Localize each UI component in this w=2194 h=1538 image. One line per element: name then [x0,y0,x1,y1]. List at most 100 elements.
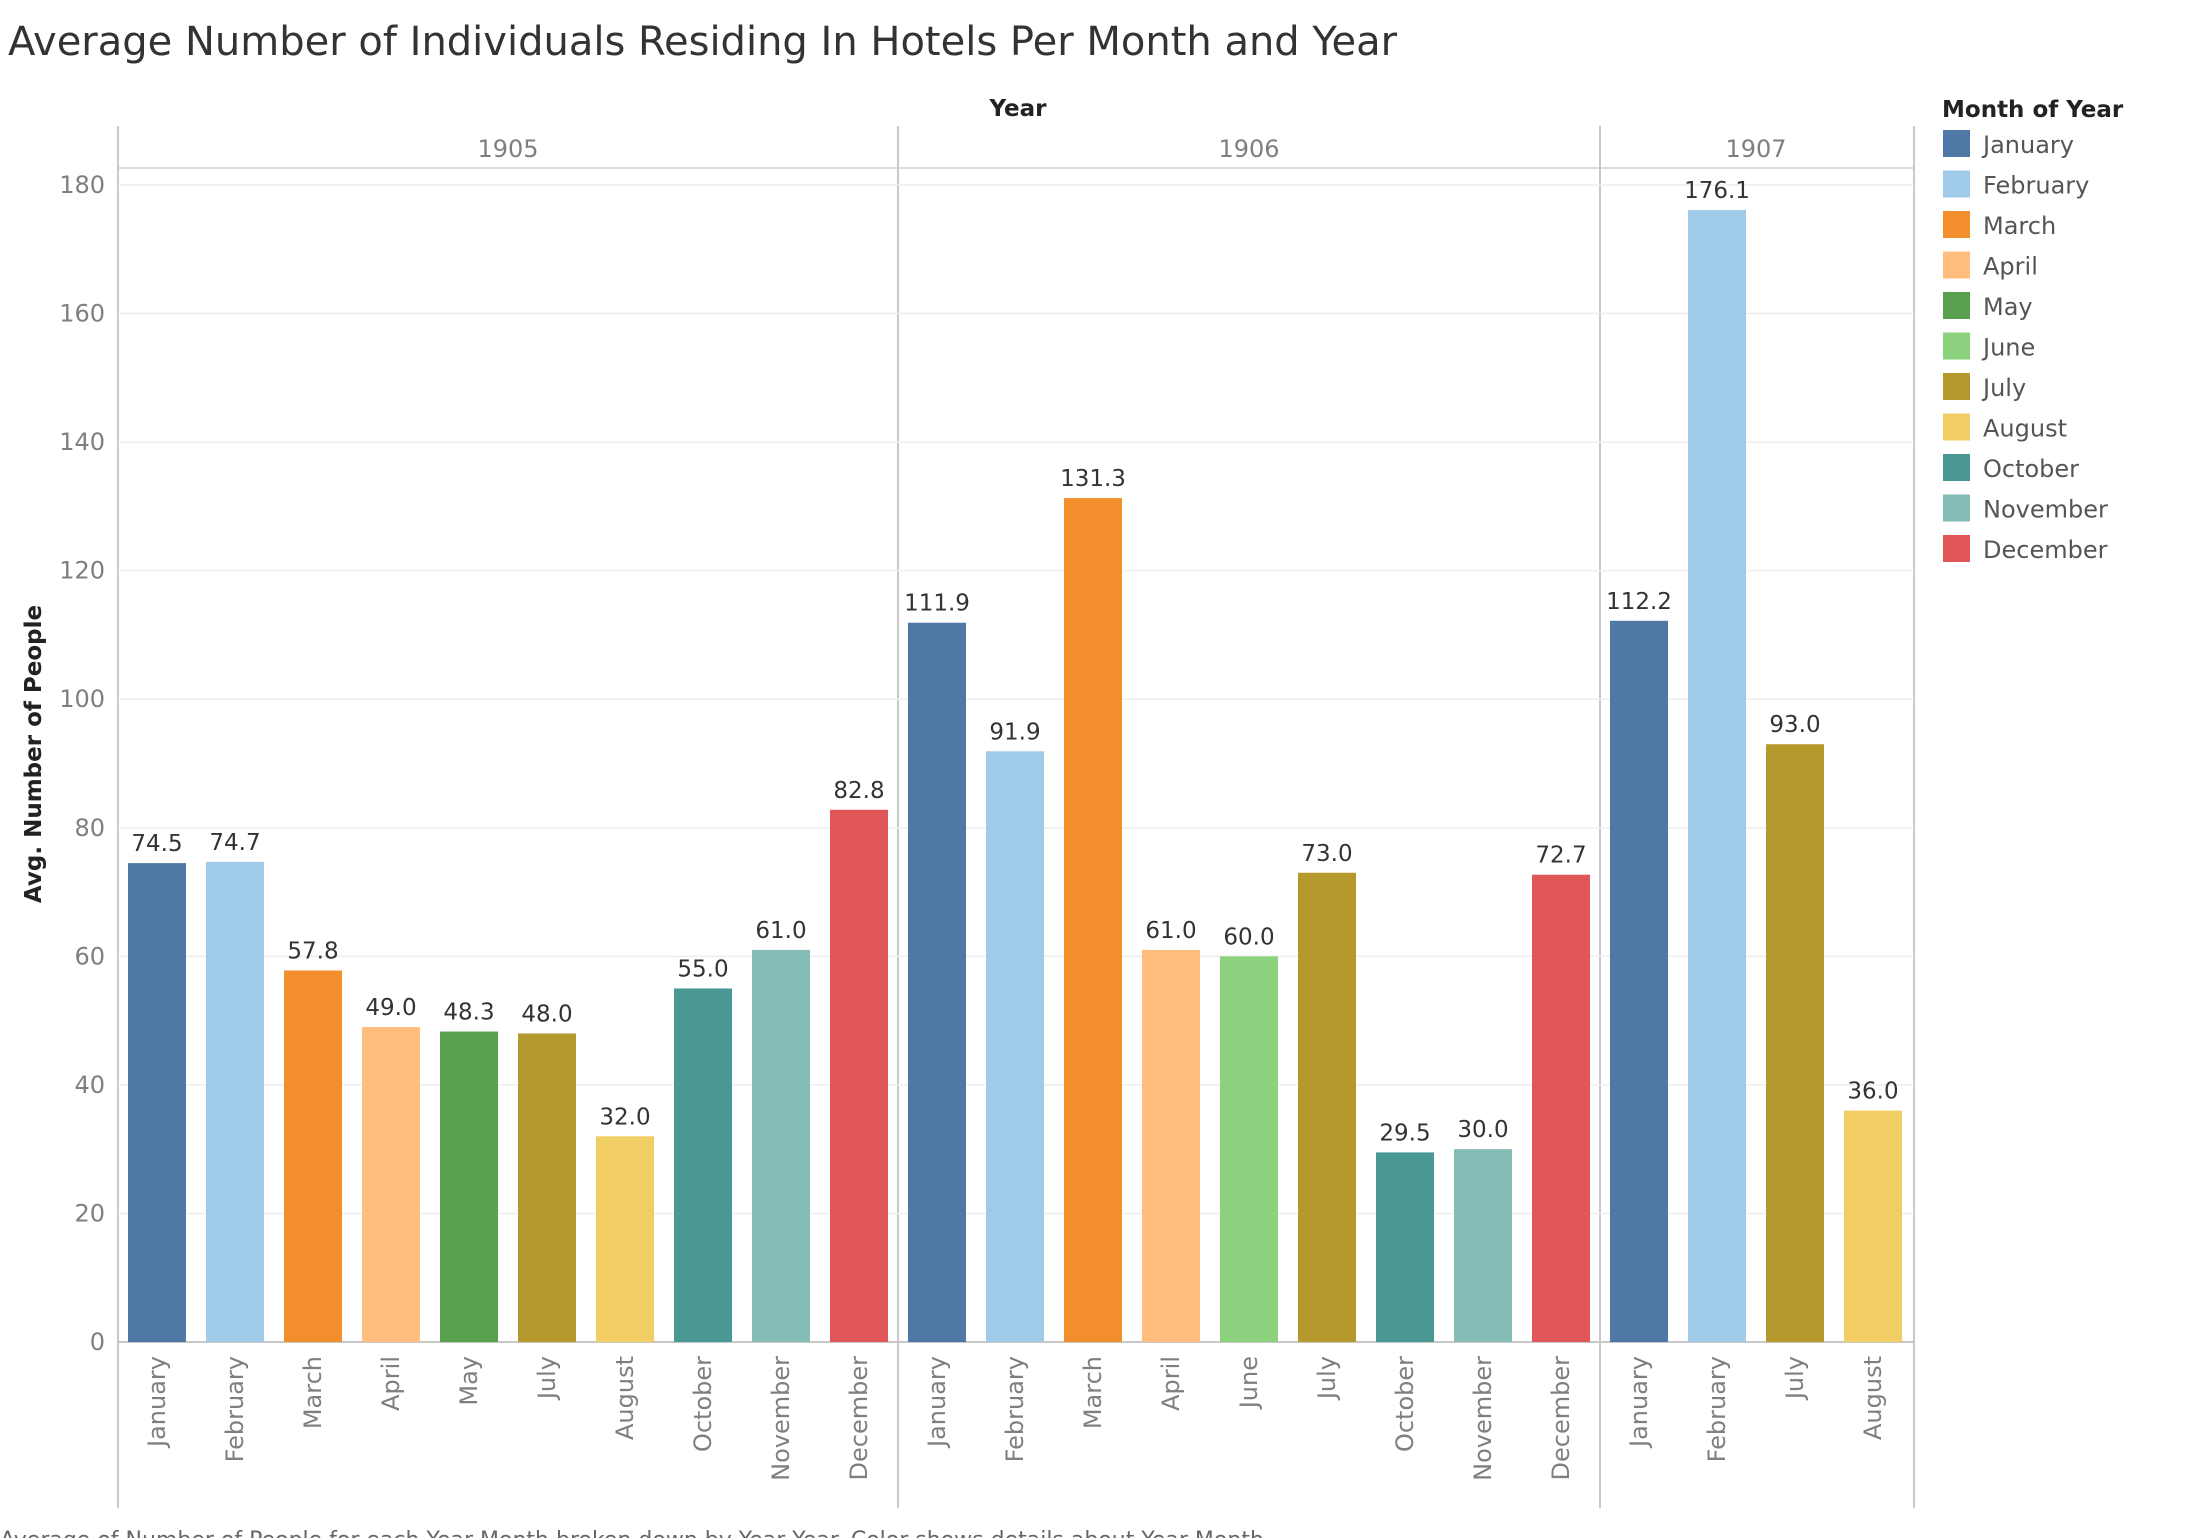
data-label: 60.0 [1223,924,1274,950]
bar [1064,498,1122,1342]
x-tick-label: December [845,1356,873,1481]
legend-swatch [1943,454,1970,481]
panel-year-label: 1905 [477,135,538,163]
data-label: 36.0 [1847,1079,1898,1105]
panel-1906: 1906 111.9 January 91.9 February 131.3 March 61… [904,135,1590,1481]
data-label: 93.0 [1769,712,1820,738]
x-tick-label: January [923,1356,951,1449]
y-tick-label: 40 [74,1071,105,1099]
bar [1142,949,1200,1342]
x-tick-label: February [221,1356,249,1462]
x-tick-label: July [1313,1356,1341,1401]
data-label: 82.8 [833,778,884,804]
data-label: 111.9 [904,591,970,617]
data-label: 73.0 [1301,841,1352,867]
legend-item: December [1943,535,2108,564]
data-label: 112.2 [1606,589,1672,615]
bar [752,949,810,1342]
legend-swatch [1943,413,1970,441]
panel-1905: 1905 74.5 January 74.7 February 57.8 March 49.0… [128,135,888,1481]
y-axis: 0 20 40 60 80 100 120 140 160 180 [59,171,105,1356]
legend-item: November [1943,494,2108,524]
column-header: Year [988,96,1047,122]
x-tick-label: May [455,1356,483,1406]
data-label: 57.8 [287,938,338,964]
y-tick-label: 20 [74,1199,105,1227]
data-label: 61.0 [755,918,806,944]
y-tick-label: 140 [59,428,105,456]
legend-label: February [1983,172,2089,200]
y-tick-label: 80 [74,814,105,842]
data-label: 176.1 [1684,178,1750,204]
data-label: 29.5 [1379,1120,1430,1146]
legend-label: October [1983,455,2079,483]
legend-swatch [1943,535,1970,562]
legend: Month of Year January February March April M… [1942,97,2124,564]
legend-swatch [1943,373,1970,400]
x-tick-label: November [767,1356,795,1481]
x-tick-label: February [1001,1356,1029,1462]
bar [1610,620,1668,1342]
chart-footer: Average of Number of People for each Yea… [0,1528,1271,1538]
y-tick-label: 100 [59,685,105,713]
data-label: 32.0 [599,1104,650,1130]
legend-label: August [1983,415,2067,443]
bar [206,861,264,1342]
bar [1766,744,1824,1342]
bar [908,622,966,1342]
legend-item: May [1943,292,2033,321]
panels: 1905 74.5 January 74.7 February 57.8 March 49.0… [128,135,1902,1481]
bar [284,970,342,1342]
data-label: 72.7 [1535,843,1586,869]
legend-label: March [1983,212,2056,240]
x-tick-label: November [1469,1356,1497,1481]
x-tick-label: March [1079,1356,1107,1429]
legend-label: April [1983,253,2038,281]
data-label: 61.0 [1145,918,1196,944]
y-tick-label: 180 [59,171,105,199]
bar [1454,1149,1512,1342]
bar [362,1027,420,1342]
legend-item: October [1943,454,2079,483]
bar [986,751,1044,1342]
legend-item: July [1943,373,2026,402]
x-tick-label: October [1391,1356,1419,1452]
panel-1907: 1907 112.2 January 176.1 February 93.0 July 36.… [1606,135,1902,1462]
y-axis-label: Avg. Number of People [21,605,47,903]
panel-year-label: 1906 [1218,135,1279,163]
bar [1844,1110,1902,1342]
bar [1688,210,1746,1342]
bar [674,988,732,1342]
y-tick-label: 60 [74,942,105,970]
bar [440,1031,498,1342]
y-tick-label: 120 [59,557,105,585]
x-tick-label: December [1547,1356,1575,1481]
chart-title: Average Number of Individuals Residing I… [8,19,1398,65]
x-tick-label: August [1859,1356,1887,1440]
y-tick-label: 160 [59,300,105,328]
x-tick-label: January [143,1356,171,1449]
data-label: 48.0 [521,1001,572,1027]
x-tick-label: February [1703,1356,1731,1462]
legend-item: February [1943,170,2089,200]
y-tick-label: 0 [90,1328,105,1356]
bar [1220,956,1278,1342]
legend-swatch [1943,292,1970,319]
legend-swatch [1943,170,1970,198]
bar [1376,1152,1434,1342]
x-tick-label: April [377,1356,405,1411]
data-label: 49.0 [365,995,416,1021]
x-tick-label: July [533,1356,561,1401]
data-label: 131.3 [1060,466,1126,492]
legend-label: December [1983,536,2108,564]
data-label: 74.5 [131,831,182,857]
bar [128,863,186,1342]
legend-label: May [1983,293,2033,321]
bar [830,809,888,1342]
legend-item: January [1943,130,2074,159]
x-tick-label: July [1781,1356,1809,1401]
legend-swatch [1943,251,1970,279]
legend-label: July [1981,374,2026,402]
data-label: 55.0 [677,956,728,982]
